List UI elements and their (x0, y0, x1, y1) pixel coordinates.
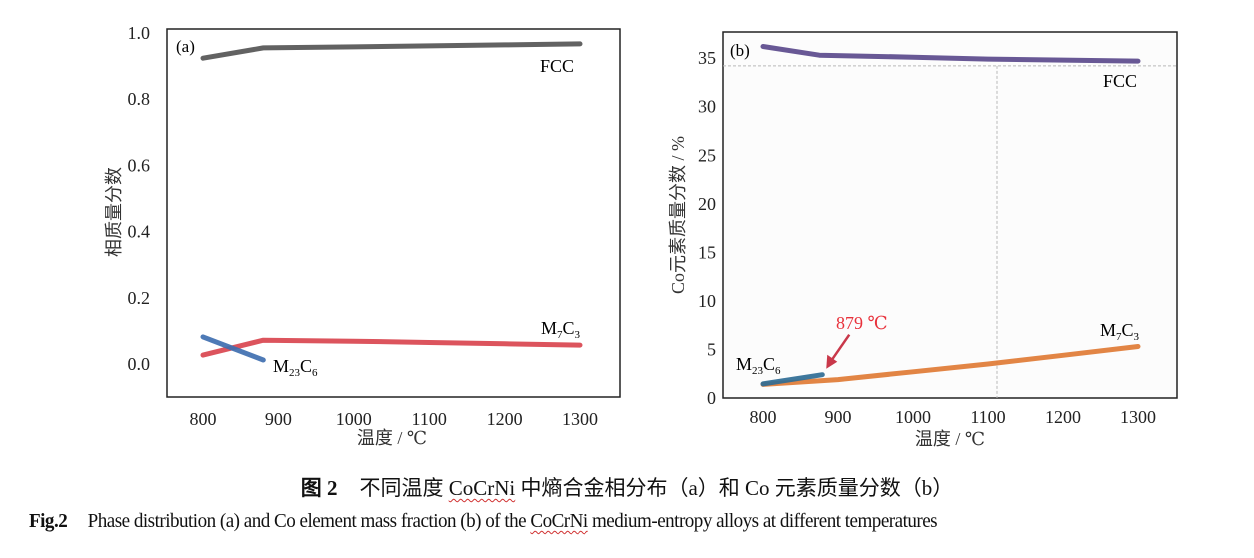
chart-b-series-m7c3 (760, 344, 1141, 387)
chart-b-annotation-arrow (826, 333, 851, 369)
chart-b-y-tick-label: 10 (698, 291, 716, 311)
m23c6-label-c: C (300, 356, 312, 376)
caption-zh-figure-number: 图 2 (300, 476, 338, 500)
chart-b-x-tick-label: 1100 (970, 407, 1005, 427)
chart-b: (b) 0 5 10 15 20 25 30 35 800 900 1000 1100 1200 130… (668, 31, 1178, 449)
caption-english: Fig.2 Phase distribution (a) and Co eleme… (29, 510, 938, 533)
annotation-arrow-shaft (830, 333, 851, 362)
m23c6-label-c: C (763, 354, 775, 374)
m23c6-label-sub2: 6 (775, 365, 781, 377)
chart-b-y-tick-label: 35 (698, 48, 716, 68)
caption-en-figure-number: Fig.2 (29, 510, 68, 532)
chart-b-y-tick-label: 5 (707, 339, 716, 359)
chart-b-x-tick-label: 900 (825, 407, 852, 427)
m7c3-label-m: M (1100, 320, 1116, 340)
chart-b-x-tick-label: 1000 (895, 407, 931, 427)
chart-b-series (760, 44, 1141, 387)
chart-a-x-tick-label: 1000 (336, 409, 372, 429)
chart-a-series-m23c6 (200, 334, 266, 363)
chart-a-y-tick-label: 1.0 (128, 23, 151, 43)
chart-a-x-tick-label: 1300 (562, 409, 598, 429)
chart-b-x-tick-label: 1200 (1045, 407, 1081, 427)
chart-a-series-m7c3 (200, 337, 583, 358)
chart-b-plot-area (722, 31, 1178, 399)
chart-a: (a) 0.0 0.2 0.4 0.6 0.8 1.0 800 900 1000 1100 120… (104, 23, 621, 448)
m23c6-label-sub1: 23 (752, 365, 764, 377)
m7c3-label-c: C (563, 318, 575, 338)
chart-a-x-tick-label: 900 (265, 409, 292, 429)
chart-a-y-tick-label: 0.4 (128, 222, 151, 242)
chart-a-x-ticks: 800 900 1000 1100 1200 1300 (190, 409, 599, 429)
chart-a-m23c6-label: M23C6 (273, 356, 318, 379)
m7c3-label-m: M (541, 318, 557, 338)
caption-zh-alloy: CoCrNi (448, 476, 516, 500)
chart-b-series-m23c6 (760, 372, 825, 387)
chart-a-series-fcc (200, 41, 583, 61)
chart-b-y-tick-label: 20 (698, 194, 716, 214)
chart-a-y-tick-label: 0.2 (128, 288, 151, 308)
chart-a-fcc-label: FCC (540, 56, 574, 76)
chart-b-y-tick-label: 15 (698, 242, 716, 262)
chart-a-y-tick-label: 0.0 (128, 354, 151, 374)
chart-a-y-axis-label: 相质量分数 (104, 167, 124, 257)
m23c6-label-m: M (273, 356, 289, 376)
chart-a-x-axis-label: 温度 / ℃ (357, 428, 427, 448)
annotation-arrow-head (826, 354, 838, 369)
caption-zh-text-2: 中熵合金相分布（a）和 Co 元素质量分数（b） (515, 476, 954, 500)
chart-b-fcc-label: FCC (1103, 71, 1137, 91)
chart-a-x-tick-label: 1200 (487, 409, 523, 429)
chart-b-x-ticks: 800 900 1000 1100 1200 1300 (750, 407, 1157, 427)
caption-en-text-2: medium-entropy alloys at different tempe… (587, 510, 938, 532)
chart-b-panel-label: (b) (730, 41, 750, 60)
chart-b-series-fcc (760, 44, 1141, 64)
caption-zh-text-1: 不同温度 (359, 476, 449, 500)
chart-b-annotation-label: 879 ℃ (836, 313, 888, 333)
chart-a-y-ticks: 0.0 0.2 0.4 0.6 0.8 1.0 (128, 23, 151, 374)
chart-b-reference-lines (723, 65, 1177, 398)
chart-b-x-tick-label: 1300 (1120, 407, 1156, 427)
chart-a-plot-area (166, 28, 621, 398)
caption-en-alloy: CoCrNi (530, 510, 588, 532)
chart-a-series (200, 41, 583, 363)
chart-b-y-ticks: 0 5 10 15 20 25 30 35 (698, 48, 716, 408)
chart-a-y-tick-label: 0.6 (128, 155, 151, 175)
m23c6-label-sub1: 23 (289, 367, 301, 379)
chart-b-x-tick-label: 800 (750, 407, 777, 427)
m7c3-label-sub2: 3 (1134, 331, 1140, 343)
chart-b-y-axis-label: Co元素质量分数 / % (668, 136, 688, 294)
chart-b-y-tick-label: 30 (698, 97, 716, 117)
chart-a-y-tick-label: 0.8 (128, 89, 151, 109)
m7c3-label-sub1: 7 (1116, 331, 1122, 343)
caption-en-text-1: Phase distribution (a) and Co element ma… (87, 510, 531, 532)
m7c3-label-c: C (1122, 320, 1134, 340)
m7c3-label-sub2: 3 (575, 329, 581, 341)
m7c3-label-sub1: 7 (557, 329, 563, 341)
chart-a-panel-label: (a) (176, 37, 195, 56)
figure: (a) 0.0 0.2 0.4 0.6 0.8 1.0 800 900 1000 1100 120… (104, 23, 1178, 449)
chart-b-x-axis-label: 温度 / ℃ (915, 429, 985, 449)
m23c6-label-sub2: 6 (312, 367, 318, 379)
chart-b-y-tick-label: 0 (707, 388, 716, 408)
chart-a-x-tick-label: 1100 (412, 409, 447, 429)
chart-a-x-tick-label: 800 (190, 409, 217, 429)
chart-b-m7c3-label: M7C3 (1100, 320, 1140, 343)
m23c6-label-m: M (736, 354, 752, 374)
chart-a-m7c3-label: M7C3 (541, 318, 581, 341)
chart-b-m23c6-label: M23C6 (736, 354, 781, 377)
caption-chinese: 图 2 不同温度 CoCrNi 中熵合金相分布（a）和 Co 元素质量分数（b） (0, 472, 1254, 502)
chart-b-y-tick-label: 25 (698, 145, 716, 165)
